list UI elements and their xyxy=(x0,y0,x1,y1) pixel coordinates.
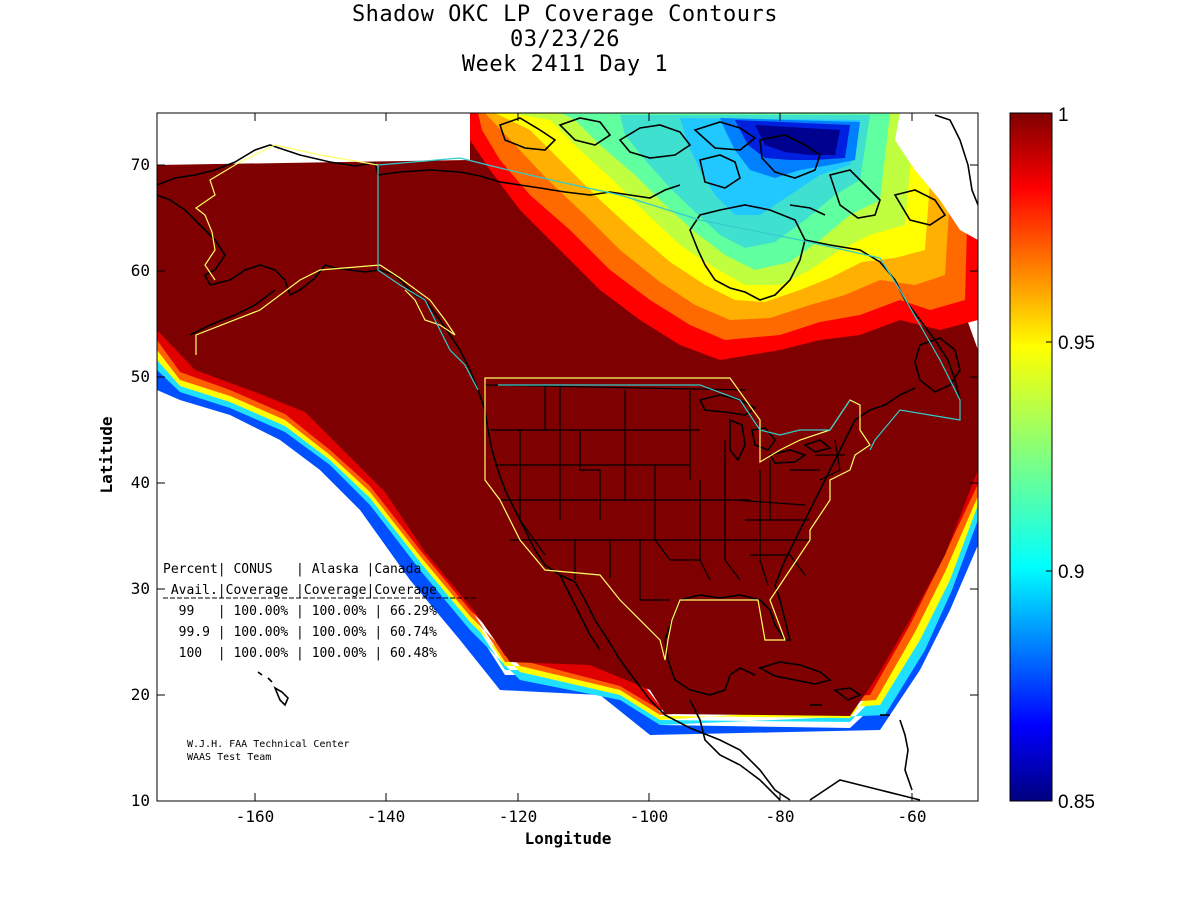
credit-line: WAAS Test Team xyxy=(187,752,271,763)
colorbar-tick-label: 0.9 xyxy=(1058,562,1084,583)
stats-row: 100 | 100.00% | 100.00% | 60.48% xyxy=(163,646,437,661)
state-borders xyxy=(484,384,845,601)
plot-frame xyxy=(156,112,979,802)
y-axis-label: Latitude xyxy=(97,416,116,493)
colorbar-tick-label: 0.95 xyxy=(1058,333,1095,354)
y-tick-label: 70 xyxy=(131,155,150,174)
stats-header-1: Percent| CONUS | Alaska |Canada xyxy=(163,562,421,577)
chart-date: 03/23/26 xyxy=(510,27,620,52)
chart-week-day: Week 2411 Day 1 xyxy=(461,52,669,77)
chart-title: Shadow OKC LP Coverage Contours xyxy=(351,2,779,27)
colorbar-tick-label: 1 xyxy=(1058,105,1069,126)
y-tick-label: 50 xyxy=(131,367,150,386)
y-tick-label: 60 xyxy=(131,261,150,280)
x-tick-label: -100 xyxy=(630,807,669,826)
colorbar-gradient xyxy=(1009,112,1053,802)
y-ticks xyxy=(157,164,978,696)
y-tick-label: 20 xyxy=(131,685,150,704)
coverage-stats-table: Percent| CONUS | Alaska |Canada Avail.|C… xyxy=(163,562,476,661)
x-ticks xyxy=(254,113,913,801)
coastlines xyxy=(157,114,978,801)
y-tick-label: 40 xyxy=(131,473,150,492)
stats-row: 99 | 100.00% | 100.00% | 66.29% xyxy=(163,604,437,619)
x-axis-label: Longitude xyxy=(525,829,612,848)
x-tick-label: -160 xyxy=(236,807,275,826)
x-tick-label: -80 xyxy=(766,807,795,826)
colorbar: 1 0.95 0.9 0.85 xyxy=(1009,105,1095,813)
credit-line: W.J.H. FAA Technical Center xyxy=(187,739,350,750)
stats-row: 99.9 | 100.00% | 100.00% | 60.74% xyxy=(163,625,437,640)
y-tick-label: 10 xyxy=(131,791,150,810)
x-tick-label: -140 xyxy=(367,807,406,826)
coverage-contours xyxy=(157,113,978,735)
colorbar-tick-label: 0.85 xyxy=(1058,792,1095,813)
x-tick-label: -120 xyxy=(499,807,538,826)
region-boundaries xyxy=(194,144,961,661)
stats-header-2: Avail.|Coverage |Coverage|Coverage xyxy=(163,583,437,598)
y-tick-label: 30 xyxy=(131,579,150,598)
x-tick-label: -60 xyxy=(898,807,927,826)
